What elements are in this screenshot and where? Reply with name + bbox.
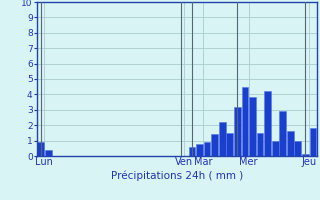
Bar: [219, 122, 226, 156]
Bar: [226, 133, 233, 156]
Bar: [257, 133, 263, 156]
X-axis label: Précipitations 24h ( mm ): Précipitations 24h ( mm ): [111, 170, 243, 181]
Bar: [37, 142, 44, 156]
Bar: [272, 141, 279, 156]
Bar: [211, 134, 218, 156]
Bar: [294, 141, 301, 156]
Bar: [264, 91, 271, 156]
Bar: [249, 97, 256, 156]
Bar: [196, 144, 203, 156]
Bar: [287, 131, 294, 156]
Bar: [302, 154, 309, 156]
Bar: [45, 150, 52, 156]
Bar: [188, 147, 195, 156]
Bar: [234, 107, 241, 156]
Bar: [310, 128, 316, 156]
Bar: [204, 142, 211, 156]
Bar: [279, 111, 286, 156]
Bar: [242, 87, 248, 156]
